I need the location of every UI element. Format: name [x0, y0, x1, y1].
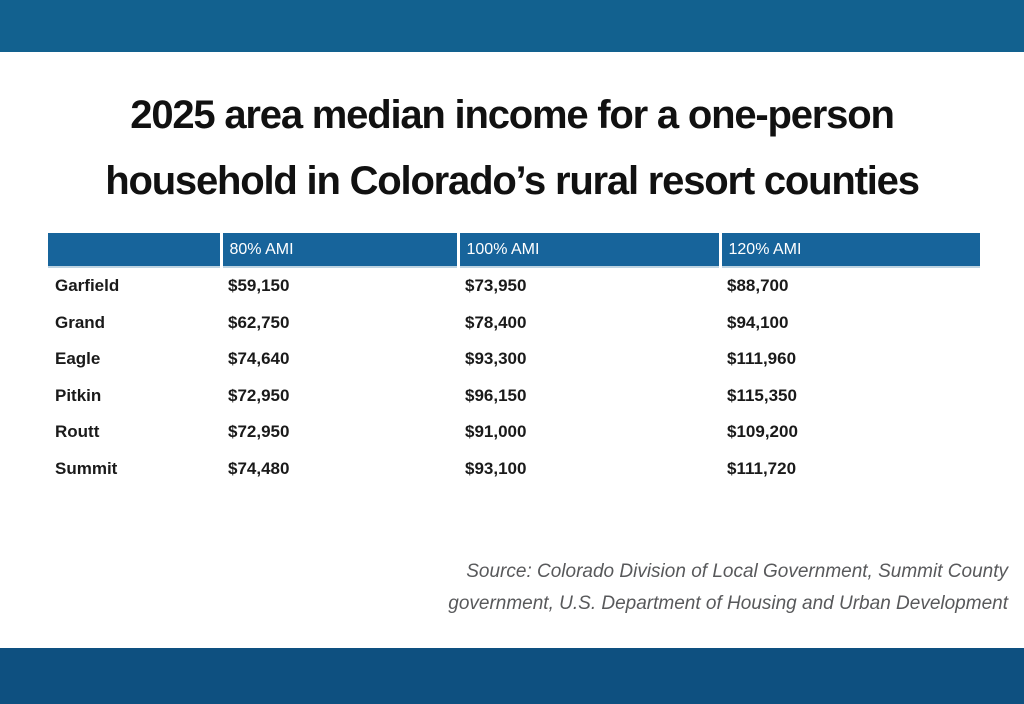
ami-120-value: $94,100 [720, 304, 980, 341]
ami-income-table: 80% AMI 100% AMI 120% AMI Garfield $59,1… [48, 233, 980, 487]
ami-120-value: $115,350 [720, 377, 980, 414]
ami-80-value: $74,480 [221, 450, 458, 487]
source-line-2: government, U.S. Department of Housing a… [448, 593, 1008, 614]
ami-100-value: $96,150 [458, 377, 720, 414]
ami-100-value: $93,300 [458, 341, 720, 378]
table-row: Routt $72,950 $91,000 $109,200 [48, 414, 980, 451]
table-row: Eagle $74,640 $93,300 $111,960 [48, 341, 980, 378]
table-row: Grand $62,750 $78,400 $94,100 [48, 304, 980, 341]
ami-80-value: $72,950 [221, 377, 458, 414]
ami-100-value: $93,100 [458, 450, 720, 487]
county-name: Eagle [48, 341, 221, 378]
county-name: Grand [48, 304, 221, 341]
county-name: Pitkin [48, 377, 221, 414]
ami-120-value: $88,700 [720, 267, 980, 305]
ami-100-value: $91,000 [458, 414, 720, 451]
column-header-county [48, 233, 221, 268]
county-name: Routt [48, 414, 221, 451]
top-brand-bar [0, 0, 1024, 52]
table-header-row: 80% AMI 100% AMI 120% AMI [48, 233, 980, 268]
ami-80-value: $74,640 [221, 341, 458, 378]
ami-100-value: $78,400 [458, 304, 720, 341]
ami-80-value: $59,150 [221, 267, 458, 305]
table-row: Pitkin $72,950 $96,150 $115,350 [48, 377, 980, 414]
source-attribution: Source: Colorado Division of Local Gover… [108, 556, 1008, 620]
ami-100-value: $73,950 [458, 267, 720, 305]
ami-120-value: $109,200 [720, 414, 980, 451]
page-title-line-1: 2025 area median income for a one-person [130, 93, 895, 137]
column-header-100-ami: 100% AMI [456, 233, 720, 268]
column-header-120-ami: 120% AMI [718, 233, 980, 268]
ami-80-value: $72,950 [221, 414, 458, 451]
bottom-brand-bar [0, 648, 1024, 704]
page-title: 2025 area median income for a one-person… [0, 82, 1024, 214]
table-row: Summit $74,480 $93,100 $111,720 [48, 450, 980, 487]
ami-120-value: $111,720 [720, 450, 980, 487]
county-name: Garfield [48, 267, 221, 305]
ami-120-value: $111,960 [720, 341, 980, 378]
source-line-1: Source: Colorado Division of Local Gover… [466, 561, 1008, 582]
page-title-line-2: household in Colorado’s rural resort cou… [105, 159, 920, 203]
column-header-80-ami: 80% AMI [219, 233, 458, 268]
ami-80-value: $62,750 [221, 304, 458, 341]
county-name: Summit [48, 450, 221, 487]
table-row: Garfield $59,150 $73,950 $88,700 [48, 267, 980, 305]
